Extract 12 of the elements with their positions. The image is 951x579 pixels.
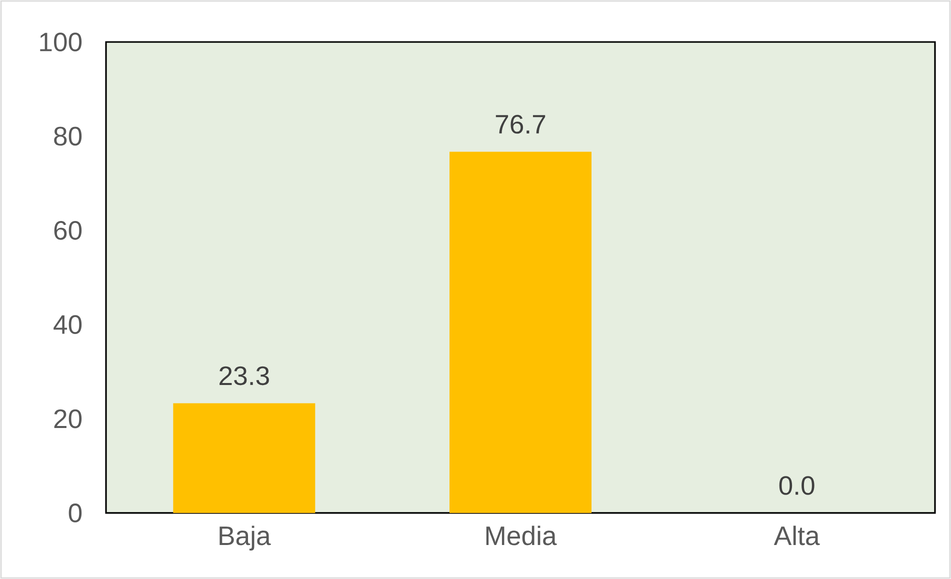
data-label: 76.7 — [496, 114, 546, 134]
y-tick-label: 20 — [54, 409, 82, 428]
y-tick-label: 100 — [40, 32, 82, 52]
data-label: 23.3 — [220, 366, 269, 386]
x-tick-label: Media — [486, 526, 557, 546]
y-tick-label: 80 — [54, 126, 82, 146]
y-tick-label: 40 — [54, 315, 82, 334]
data-label: 0.0 — [779, 476, 814, 495]
y-tick-label: 60 — [54, 220, 82, 240]
x-tick-label: Alta — [774, 526, 820, 546]
x-tick-label: Baja — [220, 526, 271, 551]
y-tick-label: 0 — [68, 504, 82, 522]
